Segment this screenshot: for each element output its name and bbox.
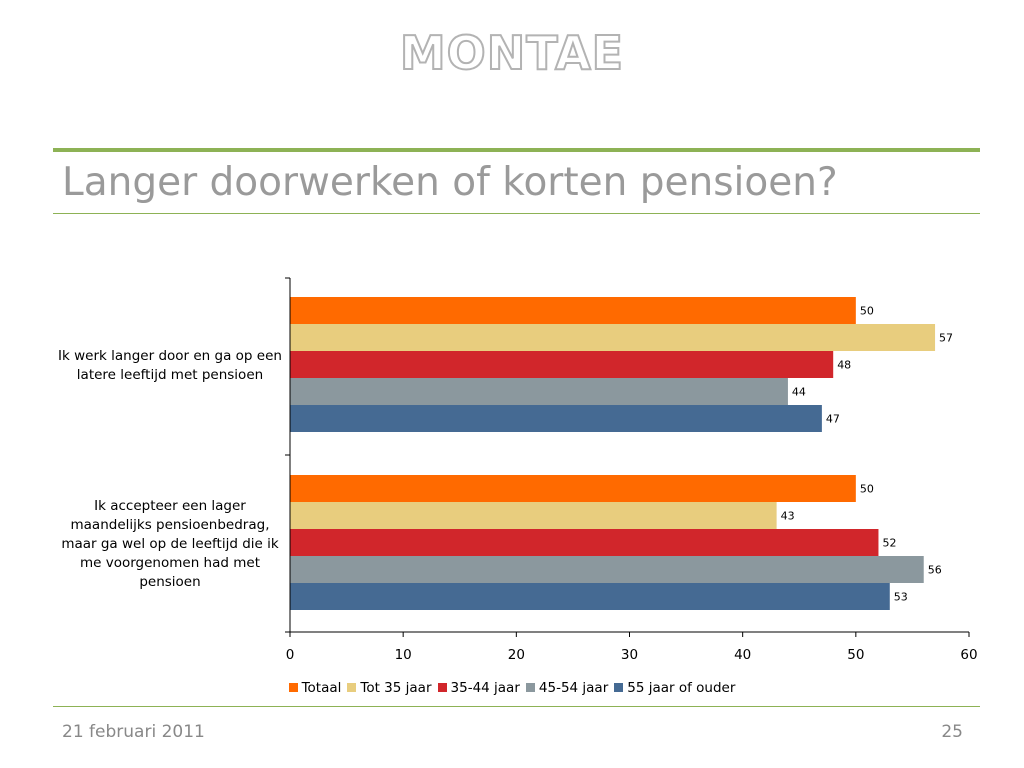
legend-label: 55 jaar of ouder <box>627 680 736 696</box>
legend-label: 35-44 jaar <box>450 680 520 696</box>
legend-swatch <box>347 683 357 692</box>
footer-date: 21 februari 2011 <box>62 722 205 742</box>
legend-item: Totaal <box>288 680 342 696</box>
legend-item: 45-54 jaar <box>525 680 609 696</box>
legend-item: Tot 35 jaar <box>347 680 432 696</box>
slide-title: Langer doorwerken of korten pensioen? <box>62 160 838 205</box>
bar <box>290 297 856 324</box>
bar <box>290 351 834 378</box>
logo: MONTAE <box>399 25 625 81</box>
bar <box>290 529 879 556</box>
data-label: 48 <box>837 359 851 372</box>
legend-label: Totaal <box>301 680 342 696</box>
data-label: 43 <box>781 510 795 523</box>
bar <box>290 405 822 432</box>
data-label: 53 <box>894 591 908 604</box>
category-label: Ik accepteer een lager maandelijks pensi… <box>61 498 279 590</box>
bar <box>290 475 856 502</box>
bar-chart: 50 57 48 44 47 50 43 52 56 53 0 10 20 30 40 50 60 <box>285 277 978 663</box>
legend-swatch <box>437 683 447 692</box>
x-tick-label: 10 <box>395 647 412 663</box>
data-label: 50 <box>860 483 874 496</box>
legend-label: 45-54 jaar <box>538 680 609 696</box>
page-number: 25 <box>941 722 963 742</box>
legend-item: 35-44 jaar <box>437 680 520 696</box>
legend-label: Tot 35 jaar <box>360 680 432 696</box>
x-tick-label: 30 <box>621 647 638 663</box>
bar <box>290 556 924 583</box>
legend-swatch <box>525 683 535 692</box>
category-label: Ik werk langer door en ga op een latere … <box>58 348 282 383</box>
x-tick-label: 20 <box>508 647 525 663</box>
data-label: 50 <box>860 305 874 318</box>
data-label: 57 <box>939 332 953 345</box>
data-label: 52 <box>882 537 896 550</box>
data-label: 47 <box>826 413 840 426</box>
x-tick-label: 40 <box>734 647 751 663</box>
bar <box>290 378 788 405</box>
title-rule <box>53 213 980 214</box>
x-tick-label: 60 <box>960 647 977 663</box>
legend-swatch <box>614 683 624 692</box>
bar <box>290 583 890 610</box>
data-label: 56 <box>928 564 942 577</box>
legend-item: 55 jaar of ouder <box>614 680 735 696</box>
header-rule <box>53 148 980 152</box>
chart-legend: Totaal Tot 35 jaar 35-44 jaar 45-54 jaar 55 … <box>0 680 1024 696</box>
footer-rule <box>53 706 980 707</box>
data-label: 44 <box>792 386 806 399</box>
legend-swatch <box>288 683 298 692</box>
x-tick-label: 0 <box>286 647 295 663</box>
bar <box>290 324 936 351</box>
bar <box>290 502 777 529</box>
x-tick-label: 50 <box>847 647 864 663</box>
